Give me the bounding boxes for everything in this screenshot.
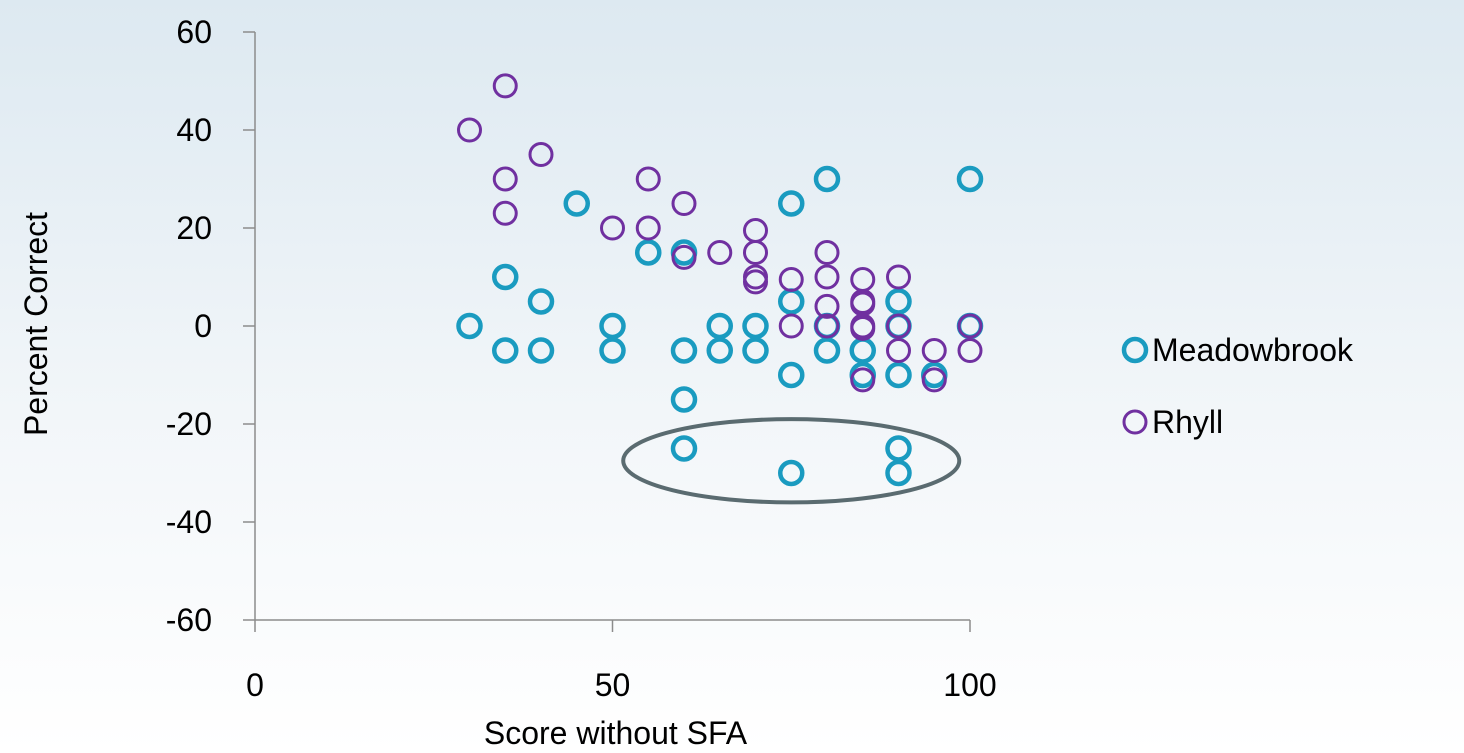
- data-point-rhyll: [671, 191, 697, 216]
- legend-label-rhyll: Rhyll: [1152, 404, 1223, 440]
- data-point-meadowbrook: [849, 361, 876, 389]
- highlight-ellipse: [621, 417, 962, 505]
- data-point-rhyll: [635, 215, 661, 241]
- data-point-rhyll: [957, 338, 983, 363]
- data-point-meadowbrook: [492, 337, 519, 364]
- data-point-meadowbrook: [885, 361, 912, 389]
- data-point-meadowbrook: [921, 361, 948, 389]
- data-point-meadowbrook: [599, 337, 626, 364]
- data-point-rhyll: [850, 266, 876, 292]
- data-point-meadowbrook: [813, 337, 841, 364]
- data-point-meadowbrook: [670, 435, 698, 462]
- data-points: [456, 73, 984, 487]
- data-point-rhyll: [850, 367, 876, 393]
- data-point-rhyll: [743, 269, 768, 295]
- data-point-meadowbrook: [456, 312, 483, 340]
- data-point-rhyll: [850, 315, 876, 341]
- x-tick-label: 50: [595, 667, 631, 703]
- data-point-meadowbrook: [742, 312, 769, 340]
- data-point-meadowbrook: [635, 239, 662, 266]
- data-point-meadowbrook: [778, 288, 805, 315]
- data-point-rhyll: [743, 264, 768, 290]
- y-tick-label: 20: [176, 210, 212, 246]
- y-tick-label: 40: [176, 112, 212, 148]
- data-point-rhyll: [492, 200, 518, 226]
- legend-marker-meadowbrook: [1121, 336, 1149, 364]
- data-point-rhyll: [921, 367, 947, 393]
- data-point-meadowbrook: [956, 165, 984, 193]
- data-point-meadowbrook: [849, 337, 876, 364]
- data-point-rhyll: [814, 293, 840, 319]
- y-tick-label: -40: [166, 504, 212, 540]
- data-point-meadowbrook: [706, 337, 733, 364]
- data-point-meadowbrook: [778, 190, 805, 217]
- data-point-rhyll: [492, 166, 518, 192]
- data-point-rhyll: [886, 264, 911, 290]
- data-point-meadowbrook: [778, 459, 805, 487]
- data-point-rhyll: [671, 244, 697, 270]
- axes: 60 40 20 0 -20 -40 -60 0 50 100: [166, 14, 997, 703]
- data-point-rhyll: [707, 240, 733, 265]
- data-point-rhyll: [457, 117, 482, 143]
- data-point-meadowbrook: [885, 435, 912, 462]
- data-point-meadowbrook: [599, 312, 626, 340]
- legend-label-meadowbrook: Meadowbrook: [1152, 332, 1354, 368]
- legend: Meadowbrook Rhyll: [1121, 332, 1354, 440]
- y-tick-label: 0: [194, 308, 212, 344]
- data-point-rhyll: [778, 313, 804, 339]
- data-point-meadowbrook: [670, 239, 698, 266]
- data-point-meadowbrook: [885, 288, 912, 315]
- data-point-meadowbrook: [563, 190, 590, 217]
- data-point-meadowbrook: [742, 337, 769, 364]
- legend-marker-rhyll: [1122, 409, 1148, 435]
- data-point-rhyll: [814, 264, 840, 290]
- data-point-rhyll: [635, 166, 661, 192]
- data-point-rhyll: [528, 142, 554, 167]
- x-axis-title: Score without SFA: [484, 715, 748, 751]
- annotations: [621, 417, 962, 505]
- data-point-meadowbrook: [492, 263, 519, 291]
- data-point-rhyll: [886, 338, 911, 363]
- data-point-rhyll: [814, 240, 840, 265]
- data-point-meadowbrook: [706, 312, 733, 340]
- data-point-meadowbrook: [527, 288, 555, 315]
- data-point-rhyll: [957, 313, 983, 339]
- data-point-rhyll: [814, 313, 840, 339]
- data-point-rhyll: [921, 338, 947, 363]
- data-point-rhyll: [492, 73, 518, 99]
- data-point-rhyll: [743, 240, 768, 265]
- data-point-rhyll: [886, 313, 911, 339]
- data-point-rhyll: [743, 217, 768, 243]
- data-point-meadowbrook: [670, 386, 698, 413]
- y-tick-label: -60: [166, 602, 212, 638]
- data-point-rhyll: [600, 215, 625, 241]
- data-point-rhyll: [778, 266, 804, 292]
- data-point-meadowbrook: [527, 337, 555, 364]
- y-tick-label: 60: [176, 14, 212, 50]
- data-point-meadowbrook: [778, 361, 805, 389]
- y-axis-title: Percent Correct: [18, 212, 54, 436]
- data-point-meadowbrook: [885, 459, 912, 487]
- x-tick-label: 0: [246, 667, 264, 703]
- y-tick-label: -20: [166, 406, 212, 442]
- data-point-meadowbrook: [670, 337, 698, 364]
- x-tick-label: 100: [943, 667, 996, 703]
- data-point-meadowbrook: [813, 165, 841, 193]
